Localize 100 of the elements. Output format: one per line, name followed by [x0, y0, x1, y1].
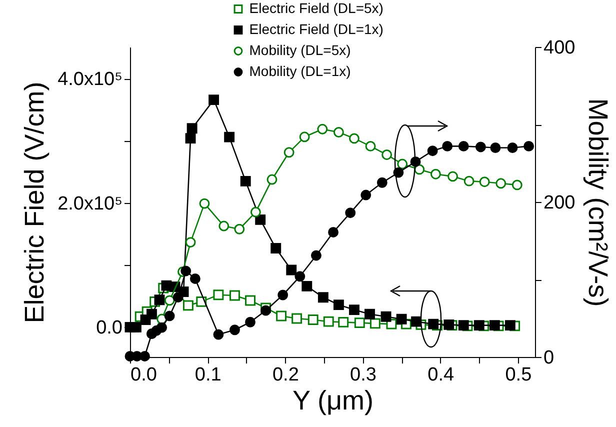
legend-label: Mobility (DL=1x): [249, 63, 351, 79]
point: [397, 158, 408, 170]
point: [504, 320, 516, 331]
point: [396, 314, 407, 324]
point: [270, 243, 282, 254]
point: [186, 123, 198, 134]
point: [365, 140, 376, 152]
point: [338, 316, 349, 328]
point: [345, 208, 356, 218]
point: [185, 133, 196, 144]
x-tick-label: 0.1: [194, 364, 222, 386]
point: [164, 295, 175, 306]
y-tick-label: 4.0x10⁵: [58, 69, 122, 90]
point: [427, 146, 438, 156]
point: [224, 132, 235, 142]
x-tick-label: 0.3: [350, 364, 376, 386]
point: [180, 266, 192, 276]
point: [156, 322, 168, 333]
x-tick-label: 0.5: [505, 364, 532, 386]
point: [490, 142, 501, 153]
point: [172, 292, 184, 303]
point: [364, 308, 375, 320]
legend-label: Mobility (DL=5x): [249, 42, 351, 58]
point: [208, 94, 220, 106]
point: [479, 176, 490, 188]
point: [310, 250, 322, 261]
point: [370, 318, 380, 329]
point: [349, 304, 360, 316]
point: [428, 318, 439, 330]
point: [199, 198, 210, 209]
point: [507, 142, 518, 153]
point: [140, 351, 150, 362]
y2-axis-title: Mobility (cm²/V-s): [583, 98, 614, 307]
y2-tick-label: 200: [544, 192, 576, 214]
y2-tick-label: 400: [544, 38, 576, 58]
point: [182, 300, 194, 311]
point: [360, 190, 372, 200]
point: [230, 290, 240, 301]
point: [317, 124, 328, 134]
point: [382, 150, 392, 160]
point: [234, 224, 245, 234]
y2-tick-label: 0: [544, 348, 554, 368]
point: [328, 227, 338, 238]
point: [161, 280, 172, 291]
point: [164, 310, 175, 322]
point: [524, 140, 534, 152]
point: [292, 313, 302, 324]
legend-label: Electric Field (DL=1x): [249, 21, 384, 37]
x-tick-label: 0.4: [428, 364, 454, 386]
point: [458, 320, 469, 331]
point: [286, 264, 297, 276]
point: [245, 316, 256, 328]
point: [376, 177, 388, 188]
point: [512, 180, 522, 190]
point: [380, 311, 392, 322]
point: [245, 295, 256, 306]
x-tick-label: 0.2: [272, 364, 299, 386]
point: [444, 319, 454, 330]
x-tick-label: 0.0: [130, 364, 157, 386]
point: [266, 174, 278, 185]
y-tick-label: 0.0: [96, 318, 122, 339]
point: [349, 133, 360, 144]
point: [276, 310, 287, 322]
point: [302, 280, 312, 292]
point: [354, 318, 365, 328]
point: [154, 294, 165, 306]
point: [284, 147, 294, 158]
point: [475, 142, 486, 152]
point: [474, 320, 484, 331]
point: [299, 132, 310, 142]
point: [430, 168, 441, 180]
y-tick-label: 2.0x10⁵: [58, 193, 122, 214]
y-axis-title: Electric Field (V/cm): [20, 82, 50, 324]
x-axis-title: Y (μm): [292, 386, 374, 416]
point: [146, 308, 157, 320]
point: [185, 237, 196, 248]
point: [333, 300, 344, 310]
legend-label: Electric Field (DL=5x): [249, 0, 384, 16]
point: [496, 178, 506, 189]
point: [489, 320, 500, 331]
point: [260, 305, 271, 316]
point: [255, 214, 266, 225]
point: [213, 329, 224, 340]
point: [278, 290, 288, 300]
point: [323, 316, 334, 327]
point: [230, 324, 240, 336]
point: [318, 292, 328, 303]
point: [464, 176, 474, 186]
point: [308, 314, 318, 325]
point: [190, 274, 200, 284]
point: [333, 127, 344, 138]
point: [458, 140, 469, 152]
point: [411, 316, 422, 327]
point: [448, 171, 458, 182]
point: [218, 220, 230, 232]
point: [240, 176, 251, 186]
point: [442, 140, 453, 152]
point: [294, 271, 306, 282]
point: [250, 206, 261, 218]
point: [213, 290, 224, 300]
